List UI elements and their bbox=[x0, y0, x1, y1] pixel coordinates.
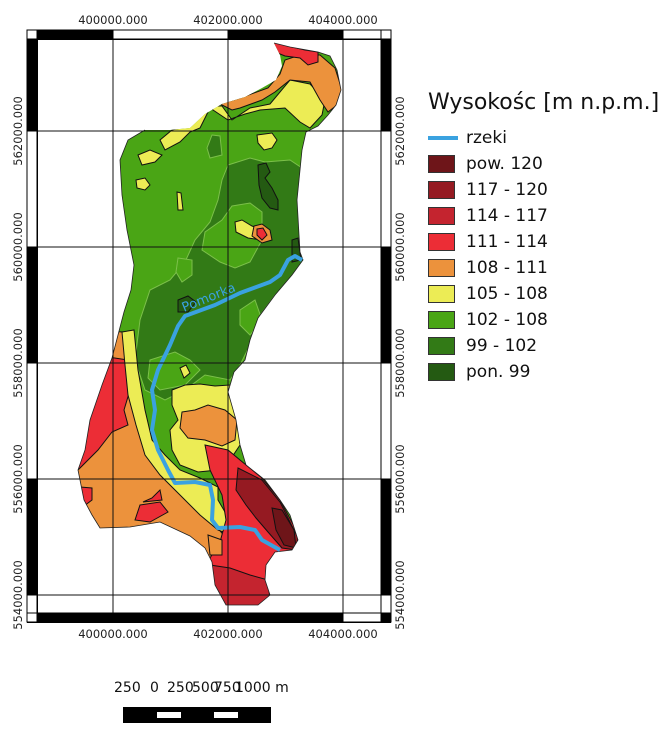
zone-105-108 bbox=[179, 364, 191, 379]
legend-swatch bbox=[428, 363, 455, 381]
scale-label: 250 bbox=[114, 680, 141, 696]
scale-label: 250 bbox=[167, 680, 194, 696]
x-label: 402000.000 bbox=[193, 13, 263, 27]
x-label: 404000.000 bbox=[308, 13, 378, 27]
y-coordinate-labels-right: 562000.000 560000.000 558000.000 556000.… bbox=[393, 96, 407, 630]
x-label: 400000.000 bbox=[78, 13, 148, 27]
legend-item-rivers: rzeki bbox=[428, 125, 659, 151]
zone-108-111 bbox=[179, 404, 238, 447]
x-label: 404000.000 bbox=[308, 627, 378, 641]
legend-item: 114 - 117 bbox=[428, 203, 659, 229]
legend: Wysokośc [m n.p.m.] rzeki pow. 120 117 - … bbox=[428, 90, 659, 385]
y-label: 560000.000 bbox=[11, 212, 25, 282]
legend-item: pon. 99 bbox=[428, 359, 659, 385]
legend-label: pow. 120 bbox=[466, 154, 543, 174]
legend-swatch bbox=[428, 207, 455, 225]
legend-label: pon. 99 bbox=[466, 362, 531, 382]
zone-pon-99 bbox=[257, 162, 279, 211]
x-coordinate-labels-top: 400000.000 402000.000 404000.000 bbox=[78, 13, 378, 27]
legend-item: 117 - 120 bbox=[428, 177, 659, 203]
zone-99-102-patch bbox=[206, 134, 223, 159]
legend-item: 105 - 108 bbox=[428, 281, 659, 307]
x-label: 402000.000 bbox=[193, 627, 263, 641]
legend-label: 102 - 108 bbox=[466, 310, 548, 330]
x-coordinate-labels-bottom: 400000.000 402000.000 404000.000 bbox=[78, 627, 378, 641]
legend-item: pow. 120 bbox=[428, 151, 659, 177]
legend-item: 102 - 108 bbox=[428, 307, 659, 333]
zone-108-111 bbox=[207, 534, 223, 556]
legend-swatch bbox=[428, 233, 455, 251]
zone-102-108-patch bbox=[201, 202, 263, 269]
zone-105-108 bbox=[176, 191, 184, 211]
zone-105-108 bbox=[135, 177, 151, 191]
elevation-zones bbox=[78, 43, 341, 605]
legend-title: Wysokośc [m n.p.m.] bbox=[428, 90, 660, 115]
coordinate-grid bbox=[37, 39, 381, 613]
zone-111-114-hill bbox=[256, 227, 268, 241]
zone-111-114 bbox=[134, 501, 169, 523]
legend-label: 105 - 108 bbox=[466, 284, 548, 304]
y-label: 562000.000 bbox=[393, 96, 407, 166]
zone-105-108 bbox=[137, 149, 163, 166]
legend-label: 117 - 120 bbox=[466, 180, 548, 200]
y-label: 558000.000 bbox=[393, 328, 407, 398]
y-label: 562000.000 bbox=[11, 96, 25, 166]
legend-item: 111 - 114 bbox=[428, 229, 659, 255]
legend-item: 108 - 111 bbox=[428, 255, 659, 281]
scale-bar-segment bbox=[157, 712, 181, 718]
legend-item: 99 - 102 bbox=[428, 333, 659, 359]
legend-swatch bbox=[428, 285, 455, 303]
y-coordinate-labels-left: 562000.000 560000.000 558000.000 556000.… bbox=[11, 96, 25, 630]
zone-pon-99 bbox=[177, 295, 197, 313]
y-label: 554000.000 bbox=[11, 560, 25, 630]
legend-swatch bbox=[428, 337, 455, 355]
study-area-outline bbox=[77, 42, 342, 606]
scale-bar bbox=[123, 707, 271, 723]
zone-105-108 bbox=[159, 79, 326, 151]
legend-swatch bbox=[428, 155, 455, 173]
y-label: 558000.000 bbox=[11, 328, 25, 398]
y-label: 556000.000 bbox=[11, 444, 25, 514]
river-line-pomorka bbox=[150, 254, 303, 552]
x-label: 400000.000 bbox=[78, 627, 148, 641]
scale-label: 500 bbox=[192, 680, 219, 696]
map-frame bbox=[26, 29, 392, 623]
scale-label: 0 bbox=[150, 680, 159, 696]
legend-label: rzeki bbox=[466, 128, 507, 148]
scale-bar-segment bbox=[214, 712, 238, 718]
y-label: 556000.000 bbox=[393, 444, 407, 514]
zone-111-114 bbox=[142, 488, 163, 503]
legend-swatch bbox=[428, 311, 455, 329]
y-label: 554000.000 bbox=[393, 560, 407, 630]
legend-label: 108 - 111 bbox=[466, 258, 548, 278]
legend-label: 111 - 114 bbox=[466, 232, 548, 252]
legend-swatch bbox=[428, 259, 455, 277]
scale-label: 750 bbox=[214, 680, 241, 696]
y-label: 560000.000 bbox=[393, 212, 407, 282]
scale-label: 1000 m bbox=[235, 680, 289, 696]
river-line-symbol bbox=[428, 136, 458, 140]
legend-label: 114 - 117 bbox=[466, 206, 548, 226]
zone-105-108 bbox=[256, 132, 278, 151]
zone-102-108-patch bbox=[175, 257, 193, 283]
legend-label: 99 - 102 bbox=[466, 336, 538, 356]
legend-swatch bbox=[428, 181, 455, 199]
